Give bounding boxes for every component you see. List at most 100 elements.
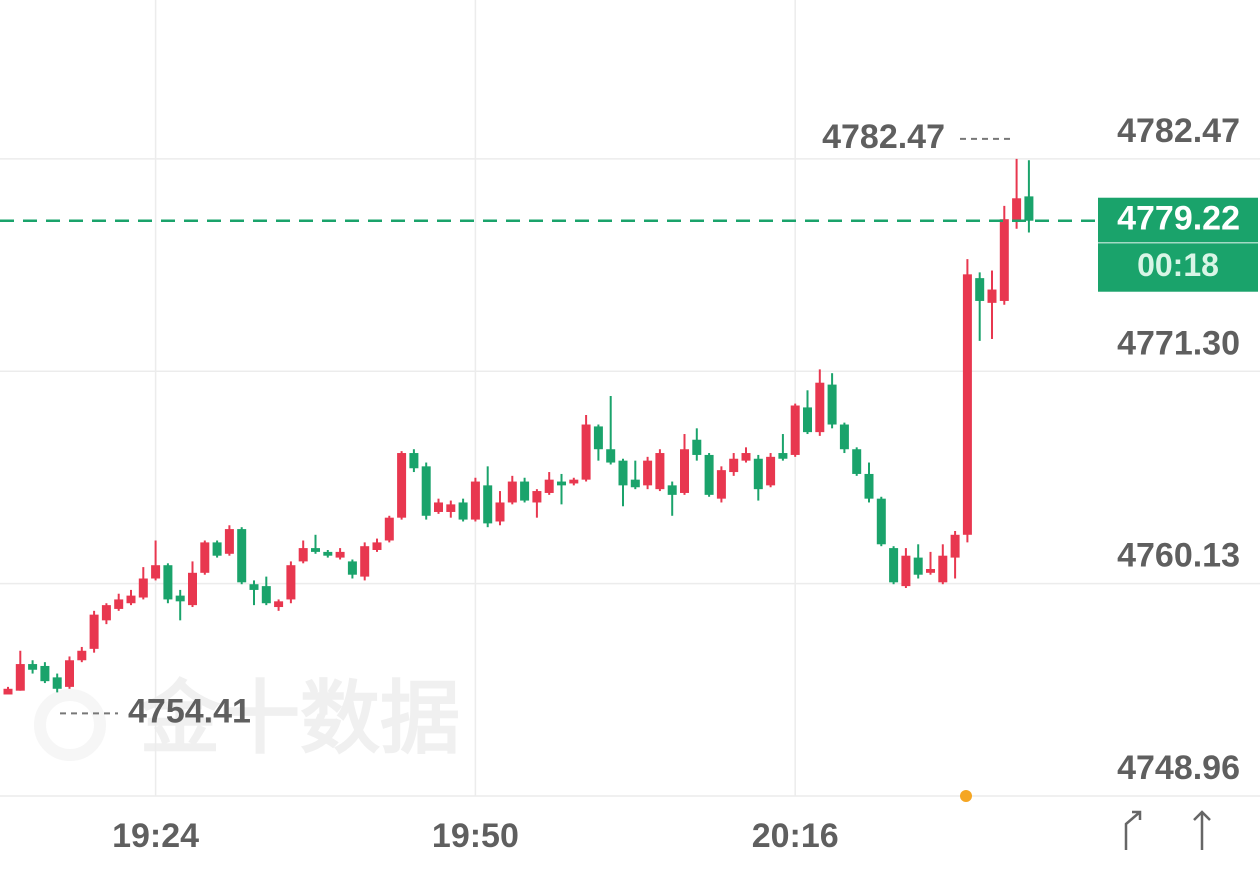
- candle-body: [999, 219, 1009, 301]
- candle-body: [532, 491, 542, 503]
- candle-body: [446, 504, 456, 512]
- candle-body: [397, 453, 407, 518]
- candle-body: [864, 473, 874, 499]
- candle-body: [421, 466, 431, 516]
- candle-body: [716, 470, 726, 499]
- candle-body: [975, 278, 985, 301]
- candle-body: [458, 502, 468, 520]
- candle-body: [237, 529, 247, 583]
- candle-body: [987, 289, 997, 303]
- candle-body: [803, 407, 812, 433]
- candle-body: [470, 481, 480, 520]
- candle-body: [15, 664, 25, 691]
- candle-body: [89, 614, 99, 649]
- candle-body: [212, 542, 222, 556]
- candle-body: [101, 605, 111, 621]
- candle-body: [618, 460, 628, 486]
- candle-body: [753, 458, 763, 490]
- candle-body: [77, 650, 87, 661]
- candle-body: [28, 664, 38, 670]
- candle-body: [852, 449, 862, 474]
- candle-body: [593, 426, 603, 450]
- candle-body: [224, 529, 234, 554]
- candle-body: [1012, 198, 1022, 222]
- x-tick-label: 19:50: [432, 817, 519, 855]
- candle-body: [507, 481, 517, 503]
- countdown-label: 00:18: [1137, 247, 1219, 283]
- watermark-logo: [34, 689, 106, 761]
- candle-body: [938, 555, 948, 583]
- candle-body: [557, 481, 566, 486]
- candle-body: [261, 586, 271, 604]
- candle-body: [126, 595, 136, 604]
- candle-body: [188, 572, 197, 606]
- candle-body: [520, 481, 530, 501]
- top-icon[interactable]: [1193, 810, 1211, 850]
- last-price-box: [1098, 197, 1258, 292]
- candle-body: [581, 424, 591, 480]
- last-price-label: 4779.22: [1117, 200, 1240, 238]
- candle-body: [962, 274, 972, 535]
- candle-body: [778, 453, 788, 459]
- grid: 4782.47 4771.30 4760.13 4748.96 19:24 19:50 20…: [0, 0, 1260, 855]
- expand-icon[interactable]: [1124, 810, 1142, 850]
- toolbar-icons: [1124, 810, 1211, 850]
- candle-body: [667, 485, 677, 495]
- candle-body: [323, 551, 333, 556]
- candle-body: [680, 449, 689, 493]
- overlay: 4782.47 4754.41 4779.22 00:18: [0, 118, 1258, 730]
- candle-body: [372, 542, 382, 550]
- candle-body: [790, 405, 800, 455]
- y-tick-label: 4748.96: [1117, 749, 1240, 787]
- y-tick-label: 4771.30: [1117, 324, 1240, 362]
- event-dot: [960, 790, 972, 802]
- candle-body: [495, 502, 505, 522]
- candle-body: [704, 454, 714, 495]
- candle-body: [643, 460, 653, 486]
- candle-body: [692, 439, 702, 455]
- candle-body: [483, 485, 493, 524]
- candle-body: [926, 569, 935, 573]
- x-tick-label: 20:16: [752, 817, 839, 855]
- candle-body: [274, 601, 284, 608]
- candle-body: [163, 565, 173, 600]
- watermark-ring: [34, 689, 106, 761]
- candle-body: [1024, 196, 1034, 221]
- candle-body: [630, 479, 640, 488]
- candle-body: [741, 453, 751, 461]
- candle-body: [606, 449, 616, 463]
- candle-body: [889, 548, 899, 583]
- candle-body: [175, 595, 185, 602]
- candle-body: [249, 584, 259, 590]
- candle-body: [827, 384, 837, 425]
- candle-body: [876, 498, 886, 545]
- candle-body: [950, 534, 960, 558]
- candle-body: [347, 561, 357, 575]
- candle-body: [360, 546, 370, 577]
- high-marker-label: 4782.47: [822, 118, 945, 156]
- candle-body: [766, 456, 776, 486]
- y-tick-label: 4760.13: [1117, 537, 1240, 575]
- candle-body: [114, 599, 124, 609]
- candle-body: [40, 665, 50, 682]
- candle-body: [729, 458, 739, 473]
- y-tick-label: 4782.47: [1117, 112, 1240, 150]
- candle-body: [655, 453, 665, 490]
- candle-body: [434, 502, 443, 512]
- candle-body: [311, 548, 320, 552]
- candle-body: [384, 517, 394, 541]
- candle-body: [286, 565, 296, 600]
- x-tick-label: 19:24: [112, 817, 199, 855]
- candle-body: [65, 660, 74, 687]
- candle-body: [913, 557, 923, 575]
- candle-body: [544, 479, 554, 493]
- candle-body: [298, 548, 308, 562]
- candle-body: [3, 688, 13, 695]
- watermark: 金十数据: [139, 674, 460, 763]
- candle-body: [151, 565, 161, 579]
- candles: [3, 158, 1034, 695]
- candle-body: [815, 382, 825, 433]
- candle-body: [409, 453, 419, 469]
